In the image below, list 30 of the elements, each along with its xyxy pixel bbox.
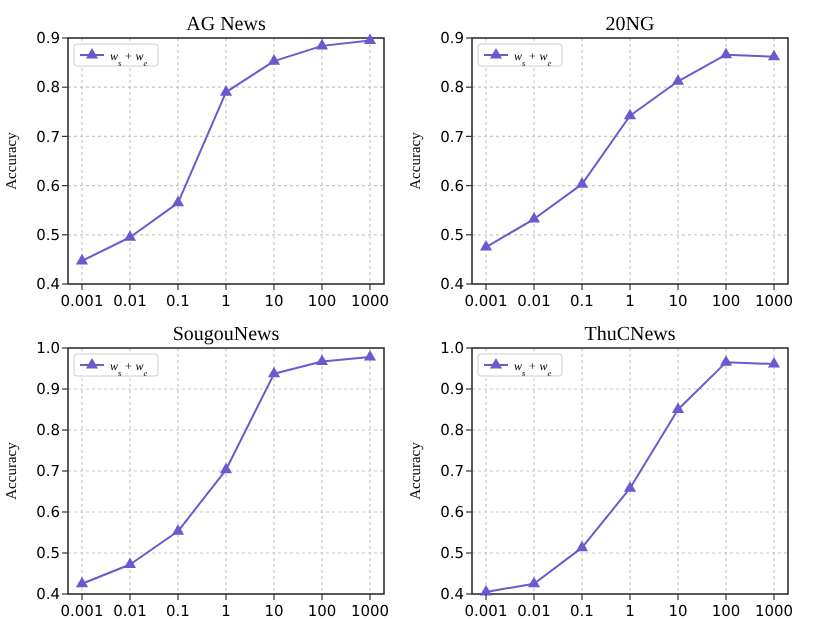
point — [267, 366, 281, 378]
point — [671, 402, 685, 414]
point — [267, 54, 281, 65]
point — [75, 576, 89, 588]
point — [171, 524, 185, 535]
chart-title: ThuCNews — [584, 324, 676, 346]
point — [219, 462, 233, 474]
chart-title: SougouNews — [172, 324, 280, 346]
point — [219, 85, 233, 96]
point — [527, 576, 541, 588]
point — [123, 557, 137, 568]
point — [767, 49, 781, 61]
point — [719, 355, 733, 366]
point — [527, 212, 541, 223]
point — [315, 38, 329, 50]
point — [171, 195, 185, 207]
point — [575, 540, 589, 552]
point — [623, 108, 637, 120]
point — [123, 230, 137, 241]
chart-title: AG News — [186, 14, 266, 36]
chart-title: 20NG — [605, 14, 655, 36]
point — [671, 74, 685, 85]
point — [363, 33, 377, 44]
point — [315, 354, 329, 366]
point — [623, 481, 637, 492]
point — [75, 253, 89, 265]
point — [363, 350, 377, 361]
point — [479, 240, 493, 251]
point — [719, 47, 733, 59]
point — [575, 177, 589, 188]
